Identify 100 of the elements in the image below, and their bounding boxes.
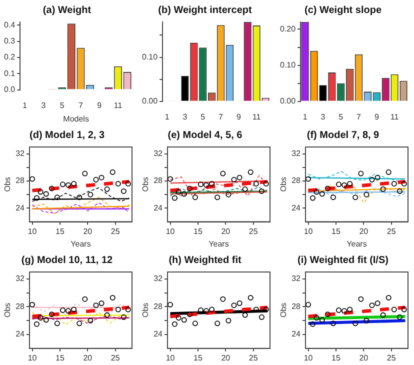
y-tick-label: 24 — [154, 203, 164, 212]
point — [231, 302, 237, 308]
point — [38, 189, 44, 195]
point — [226, 192, 232, 198]
point — [391, 180, 397, 186]
point — [401, 180, 407, 186]
x-tick-label: 5 — [338, 112, 344, 122]
point — [168, 176, 174, 182]
y-tick-label: 32 — [292, 274, 302, 284]
point — [93, 176, 99, 182]
point — [226, 318, 232, 324]
point — [198, 182, 204, 188]
point — [319, 191, 325, 197]
x-tick-label: 11 — [252, 112, 262, 122]
point — [181, 317, 187, 323]
point — [386, 169, 392, 175]
point — [330, 194, 336, 200]
x-tick-label: 20 — [221, 353, 231, 362]
point — [192, 320, 198, 326]
point — [374, 174, 380, 180]
y-axis-title: Obs — [279, 302, 288, 318]
x-tick-label: 25 — [386, 226, 396, 236]
point — [358, 296, 364, 302]
point — [204, 308, 210, 314]
point — [34, 195, 40, 201]
point — [342, 182, 348, 188]
point — [347, 180, 353, 186]
chart-title: (e) Model 4, 5, 6 — [168, 130, 243, 141]
y-tick-label: 0.4 — [4, 20, 16, 30]
point — [30, 176, 36, 182]
y-tick-label: 32 — [154, 149, 164, 158]
x-tick-label: 10 — [28, 353, 38, 362]
point — [358, 170, 364, 176]
point — [236, 300, 242, 306]
y-tick-label: 28 — [154, 302, 164, 311]
x-tick-label: 3 — [320, 112, 326, 122]
x-tick-label: 7 — [78, 100, 84, 110]
x-tick-label: 20 — [83, 353, 93, 362]
point — [110, 294, 116, 300]
x-tick-label: 7 — [218, 112, 224, 122]
y-tick-label: 32 — [16, 274, 26, 284]
point — [231, 176, 237, 182]
point — [352, 194, 358, 200]
chart-title: (i) Weighted fit (I/S) — [298, 254, 388, 266]
point — [342, 308, 348, 314]
point — [214, 320, 220, 326]
point — [98, 300, 104, 306]
y-tick-label: 28 — [292, 302, 302, 311]
point — [306, 302, 312, 308]
point — [181, 191, 187, 197]
x-tick-label: 1 — [22, 100, 28, 110]
x-tick-label: 20 — [359, 226, 369, 236]
y-tick-label: 24 — [154, 330, 164, 339]
point — [120, 314, 126, 320]
chart-title: (c) Weight slope — [304, 4, 382, 16]
y-tick-label: 24 — [292, 330, 302, 339]
point — [220, 296, 226, 302]
x-tick-label: 10 — [304, 226, 314, 236]
x-tick-label: 15 — [194, 226, 203, 236]
y-tick-label: 0.00 — [142, 96, 158, 106]
x-tick-label: 25 — [386, 353, 396, 362]
point — [54, 320, 60, 326]
point — [310, 195, 316, 201]
y-tick-label: 32 — [16, 149, 26, 158]
x-tick-label: 20 — [359, 353, 369, 362]
y-tick-label: 0.00 — [280, 96, 296, 106]
point — [380, 186, 386, 192]
x-tick-label: 20 — [221, 226, 231, 236]
point — [38, 315, 44, 321]
point — [60, 307, 66, 313]
point — [93, 302, 99, 308]
point — [310, 321, 316, 327]
y-tick-label: 0.10 — [280, 60, 296, 70]
y-tick-label: 0.2 — [4, 52, 16, 62]
x-tick-label: 15 — [56, 226, 65, 236]
y-tick-label: 0.1 — [4, 68, 16, 78]
x-tick-label: 10 — [28, 226, 38, 236]
y-axis-title: Obs — [279, 177, 288, 192]
x-tick-label: 25 — [110, 226, 120, 236]
point — [209, 180, 215, 186]
x-tick-label: 9 — [97, 100, 102, 110]
point — [76, 194, 82, 200]
y-tick-label: 0.20 — [280, 24, 296, 34]
point — [176, 189, 182, 195]
point — [98, 174, 104, 180]
point — [347, 306, 353, 312]
point — [364, 192, 370, 198]
y-axis-title: Obs — [3, 302, 12, 318]
chart-title: (g) Model 10, 11, 12 — [21, 254, 114, 266]
x-tick-label: 9 — [374, 112, 380, 122]
point — [172, 195, 178, 201]
point — [391, 306, 397, 312]
point — [314, 315, 320, 321]
y-tick-label: 24 — [16, 330, 26, 339]
point — [34, 321, 40, 327]
point — [258, 314, 264, 320]
y-tick-label: 0.10 — [142, 52, 158, 62]
point — [263, 306, 269, 312]
y-tick-label: 0.3 — [4, 36, 16, 46]
x-axis-title: Years — [208, 239, 229, 248]
